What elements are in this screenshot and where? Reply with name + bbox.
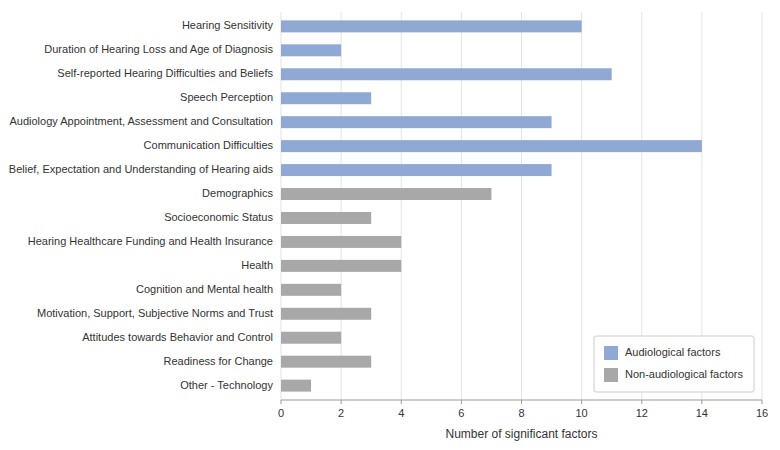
chart: Other - Technology Readiness for Change At… xyxy=(0,0,780,450)
bar xyxy=(281,164,552,176)
tick-mark xyxy=(521,400,522,404)
category-label: Speech Perception xyxy=(180,91,273,103)
bar xyxy=(281,260,401,272)
category-label: Self-reported Hearing Difficulties and B… xyxy=(57,67,273,79)
bar xyxy=(281,188,491,200)
category-label: Communication Difficulties xyxy=(144,139,274,151)
tick-mark xyxy=(762,400,763,404)
legend-swatch xyxy=(604,346,618,360)
tick-label: 2 xyxy=(338,407,344,419)
bar xyxy=(281,68,612,80)
bar xyxy=(281,44,341,56)
category-label: Attitudes towards Behavior and Control xyxy=(82,331,273,343)
tick-label: 4 xyxy=(398,407,404,419)
tick-mark xyxy=(341,400,342,404)
axis-line xyxy=(281,400,762,401)
category-label: Hearing Sensitivity xyxy=(182,19,274,31)
bar xyxy=(281,236,401,248)
tick-label: 14 xyxy=(696,407,708,419)
bar xyxy=(281,20,582,32)
category-label: Readiness for Change xyxy=(164,355,273,367)
tick-mark xyxy=(281,400,282,404)
tick-mark xyxy=(581,400,582,404)
grid xyxy=(281,12,762,400)
bar xyxy=(281,356,371,368)
tick-label: 10 xyxy=(576,407,588,419)
category-label: Health xyxy=(241,259,273,271)
tick-label: 16 xyxy=(756,407,768,419)
bar xyxy=(281,284,341,296)
tick-label: 0 xyxy=(278,407,284,419)
bar xyxy=(281,116,552,128)
category-label: Belief, Expectation and Understanding of… xyxy=(9,163,274,175)
tick-mark xyxy=(641,400,642,404)
tick-mark xyxy=(461,400,462,404)
legend-label: Audiological factors xyxy=(625,346,721,358)
legend: Audiological factors Non-audiological fac… xyxy=(594,336,754,392)
bar xyxy=(281,332,341,344)
category-label: Audiology Appointment, Assessment and Co… xyxy=(9,115,273,127)
legend-swatch xyxy=(604,368,618,382)
bar xyxy=(281,92,371,104)
category-label: Motivation, Support, Subjective Norms an… xyxy=(37,307,273,319)
grid-line xyxy=(762,12,763,400)
axis-label: Number of significant factors xyxy=(445,427,597,441)
tick-mark xyxy=(701,400,702,404)
bar xyxy=(281,140,702,152)
bar xyxy=(281,380,311,392)
category-label: Socioeconomic Status xyxy=(164,211,273,223)
tick-label: 6 xyxy=(458,407,464,419)
tick-label: 12 xyxy=(636,407,648,419)
tick-mark xyxy=(401,400,402,404)
x-axis: 0 2 4 6 8 10 12 14 16 xyxy=(278,400,768,419)
category-label: Duration of Hearing Loss and Age of Diag… xyxy=(44,43,273,55)
bar xyxy=(281,212,371,224)
category-label: Cognition and Mental health xyxy=(136,283,273,295)
category-labels: Other - Technology Readiness for Change At… xyxy=(9,19,274,390)
legend-box xyxy=(594,336,754,392)
bar xyxy=(281,308,371,320)
tick-label: 8 xyxy=(518,407,524,419)
category-label: Demographics xyxy=(202,187,273,199)
category-label: Other - Technology xyxy=(180,379,273,391)
category-label: Hearing Healthcare Funding and Health In… xyxy=(28,235,273,247)
legend-label: Non-audiological factors xyxy=(625,368,744,380)
